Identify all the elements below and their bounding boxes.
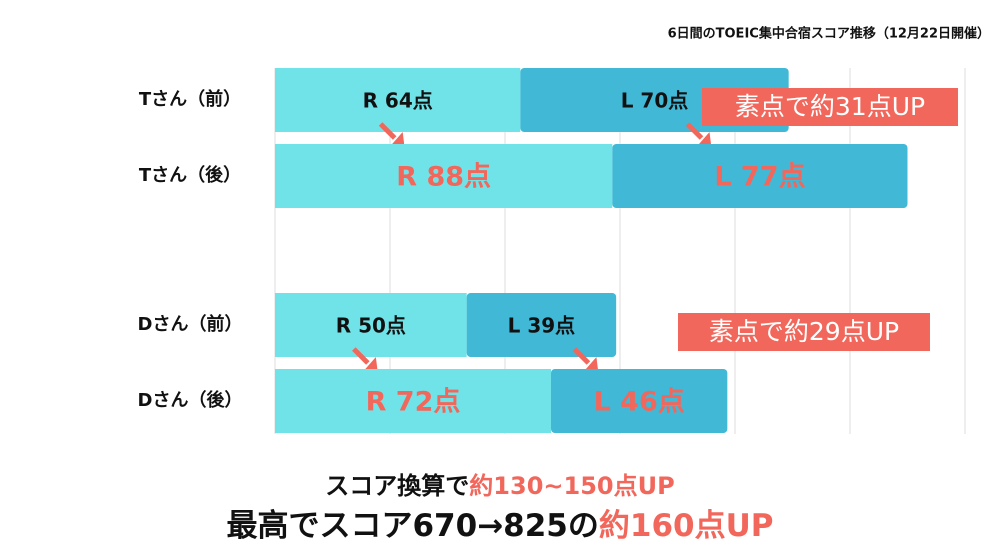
- value-label: L 46点: [594, 387, 685, 418]
- bar-segment: [551, 369, 728, 433]
- footer-line: 最高でスコア670→825の約160点UP: [226, 508, 773, 544]
- annotation-box: [678, 313, 930, 351]
- arrow: [685, 122, 704, 140]
- category-label: Tさん（前）: [139, 88, 241, 110]
- arrow: [352, 347, 370, 365]
- footer-part: 約160点UP: [599, 508, 774, 544]
- value-label: L 70点: [621, 89, 689, 113]
- value-label: R 88点: [396, 162, 491, 193]
- footer-part: 約130~150点UP: [469, 472, 674, 500]
- annotation: 素点で約31点UP: [735, 92, 925, 121]
- footer-part: 最高でスコア670→825の: [226, 508, 598, 544]
- bar-segment: [275, 68, 521, 132]
- value-label: L 77点: [714, 162, 805, 193]
- category-label: Dさん（後）: [138, 389, 243, 411]
- bar-segment: [466, 293, 617, 357]
- arrow: [572, 347, 591, 365]
- bar-segment: [275, 369, 551, 433]
- value-label: R 72点: [366, 387, 461, 418]
- bar-segment: [275, 144, 613, 208]
- annotation-box: [702, 88, 958, 126]
- bar-segment: [612, 144, 908, 208]
- bar-segment: [275, 293, 467, 357]
- arrow: [378, 122, 397, 140]
- category-label: Tさん（後）: [139, 164, 241, 186]
- value-label: L 39点: [508, 314, 576, 338]
- chart-title: 6日間のTOEIC集中合宿スコア推移（12月22日開催）: [668, 26, 990, 42]
- category-label: Dさん（前）: [138, 313, 243, 335]
- value-label: R 50点: [336, 314, 406, 338]
- footer-part: スコア換算で: [325, 472, 469, 500]
- annotation: 素点で約29点UP: [709, 317, 899, 346]
- footer-line: スコア換算で約130~150点UP: [325, 472, 674, 500]
- value-label: R 64点: [363, 89, 433, 113]
